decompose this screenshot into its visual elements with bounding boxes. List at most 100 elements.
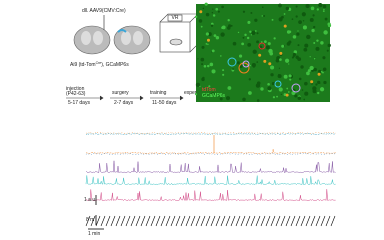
- speckle: [263, 15, 266, 17]
- speckle: [211, 49, 215, 53]
- speckle: [317, 91, 320, 95]
- speckle: [267, 82, 270, 86]
- speckle: [284, 58, 290, 63]
- speckle: [291, 56, 294, 59]
- speckle: [270, 65, 275, 70]
- speckle: [312, 86, 317, 91]
- cell: [268, 62, 272, 66]
- speckle: [230, 24, 233, 27]
- speckle: [283, 74, 288, 79]
- speckle: [227, 26, 231, 30]
- speckle: [198, 19, 203, 23]
- speckle: [248, 91, 252, 95]
- scale-label: 8 m: [86, 217, 94, 223]
- trace: [86, 160, 336, 174]
- speckle: [202, 7, 205, 10]
- speckle: [205, 43, 208, 45]
- speckle: [260, 41, 263, 43]
- vr-label: VR: [172, 15, 179, 21]
- speckle: [227, 19, 230, 22]
- timeline-step: injection: [66, 86, 85, 92]
- position-trace: [85, 215, 336, 227]
- speckle: [249, 30, 252, 33]
- speckle: [238, 54, 243, 58]
- speckle: [311, 82, 313, 85]
- speckle: [323, 8, 325, 11]
- speckle: [250, 11, 253, 14]
- speckle: [222, 6, 224, 9]
- scale-label: 1 a.u.: [84, 197, 97, 203]
- speckle: [249, 64, 251, 67]
- timeline-step: (P42-63): [66, 91, 86, 97]
- speckle: [220, 32, 225, 37]
- trace: [85, 148, 336, 155]
- speckle: [254, 18, 258, 22]
- speckle: [298, 77, 302, 81]
- timeline-interval: 5-17 days: [68, 100, 90, 106]
- speckle: [263, 40, 267, 44]
- speckle: [212, 14, 216, 17]
- speckle: [207, 64, 210, 68]
- speckle: [267, 42, 271, 46]
- speckle: [256, 32, 259, 35]
- speckle: [200, 57, 205, 62]
- speckle: [302, 20, 305, 22]
- speckle: [322, 4, 327, 9]
- speckle: [316, 39, 319, 42]
- cell: [258, 53, 262, 57]
- timeline: [66, 95, 184, 101]
- speckle: [327, 22, 331, 26]
- speckle: [236, 61, 240, 65]
- speckle: [293, 50, 298, 54]
- speckle: [289, 78, 292, 81]
- speckle: [318, 2, 323, 8]
- speckle: [254, 30, 257, 32]
- speckle: [213, 34, 217, 38]
- speckle: [287, 91, 290, 93]
- speckle: [317, 80, 321, 85]
- speckle: [246, 36, 250, 40]
- timeline-interval: 11-50 days: [152, 100, 177, 106]
- speckle: [315, 83, 318, 86]
- speckle: [267, 86, 272, 91]
- speckle: [292, 52, 297, 57]
- cell: [285, 93, 289, 97]
- trace: [85, 132, 336, 136]
- timeline-step: training: [150, 90, 167, 96]
- speckle: [316, 8, 319, 11]
- speckle: [278, 3, 282, 8]
- speckle: [242, 97, 246, 102]
- speckle: [297, 30, 299, 32]
- speckle: [323, 30, 328, 35]
- speckle: [201, 63, 204, 66]
- speckle: [297, 57, 302, 61]
- speckle: [294, 94, 298, 98]
- speckle: [319, 87, 325, 92]
- speckle: [318, 69, 322, 74]
- legend-entry: tdTom: [202, 87, 216, 93]
- speckle: [221, 26, 224, 30]
- speckle: [237, 31, 240, 34]
- trace: [85, 189, 336, 202]
- speckle: [242, 36, 245, 39]
- speckle: [194, 93, 198, 96]
- timeline-interval: 2-7 days: [114, 100, 134, 106]
- speckle: [271, 18, 274, 21]
- speckle: [211, 92, 215, 96]
- speckle: [306, 71, 310, 76]
- speckle: [304, 81, 308, 86]
- speckle: [288, 74, 292, 78]
- speckle: [251, 30, 256, 35]
- microscopy-image: [196, 4, 330, 102]
- speckle: [313, 67, 317, 72]
- speckle: [227, 86, 232, 90]
- speckle: [280, 93, 282, 96]
- speckle: [247, 22, 249, 24]
- speckle: [270, 73, 274, 77]
- speckle: [215, 7, 219, 11]
- speckle: [219, 97, 223, 101]
- speckle: [205, 12, 210, 17]
- speckle: [197, 58, 199, 60]
- speckle: [201, 45, 205, 49]
- roi-circles: [227, 42, 301, 93]
